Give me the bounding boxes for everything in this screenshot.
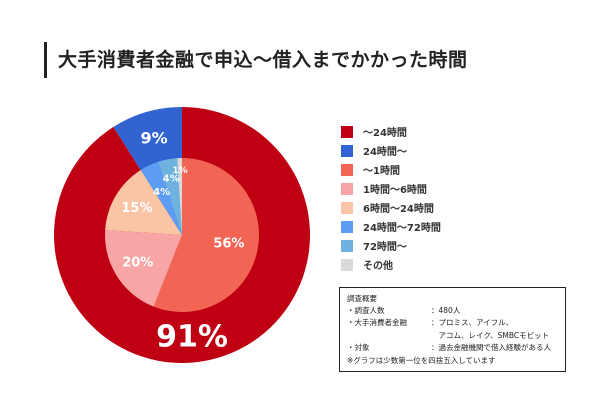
- legend-swatch: [341, 182, 353, 195]
- legend-label: 24時間〜72時間: [363, 223, 441, 234]
- note-value: ：過去金融機関で借入経験がある人: [431, 342, 551, 352]
- note-label: ・対象: [347, 342, 370, 352]
- note-label: ・調査人数: [347, 306, 385, 316]
- note-row: ・大手消費者金融 ：プロミス、アイフル、: [347, 317, 558, 329]
- legend-label: 24時間〜: [363, 147, 407, 158]
- legend-swatch: [341, 220, 353, 233]
- legend-item: 1時間〜6時間: [341, 179, 441, 198]
- outer-minor-label: 9%: [141, 129, 168, 148]
- legend-item: 24時間〜72時間: [341, 217, 441, 236]
- inner-slice-label: 20%: [122, 256, 153, 271]
- note-value: アコム、レイク、SMBCモビット: [431, 330, 550, 340]
- legend-label: 6時間〜24時間: [363, 204, 434, 215]
- note-footer: ※グラフは少数第一位を四捨五入しています: [347, 356, 496, 366]
- legend-item: 72時間〜: [341, 236, 441, 255]
- legend-swatch: [341, 258, 353, 271]
- note-row: アコム、レイク、SMBCモビット: [347, 330, 558, 342]
- inner-slice: [104, 230, 182, 307]
- inner-slice: [177, 158, 182, 235]
- note-row: ・対象 ：過去金融機関で借入経験がある人: [347, 342, 558, 354]
- inner-slice: [158, 158, 182, 235]
- note-heading: 調査概要: [347, 294, 377, 303]
- inner-slice-label: 4%: [163, 173, 180, 184]
- note-label: [347, 330, 431, 342]
- legend-item: 6時間〜24時間: [341, 198, 441, 217]
- legend-item: 〜24時間: [341, 122, 441, 141]
- inner-slice-label: 4%: [153, 187, 170, 198]
- legend-label: 72時間〜: [363, 242, 407, 253]
- legend-label: 〜24時間: [363, 128, 407, 139]
- legend-item: 24時間〜: [341, 141, 441, 160]
- legend-label: その他: [363, 261, 393, 272]
- note-row: ・調査人数 ：480人: [347, 305, 558, 317]
- legend-item: その他: [341, 255, 441, 274]
- legend-swatch: [341, 239, 353, 252]
- legend-label: 〜1時間: [363, 166, 400, 177]
- legend-swatch: [341, 201, 353, 214]
- inner-slice-label: 56%: [213, 236, 244, 251]
- inner-slice-label: 1%: [172, 166, 187, 176]
- inner-slice: [140, 161, 182, 235]
- outer-main-label: 91%: [156, 320, 228, 355]
- legend-label: 1時間〜6時間: [363, 185, 427, 196]
- note-label: ・大手消費者金融: [347, 318, 407, 328]
- note-value: ：480人: [431, 306, 461, 316]
- title-accent-bar: [44, 42, 47, 78]
- chart-title: 大手消費者金融で申込〜借入までかかった時間: [58, 49, 468, 71]
- legend-swatch: [341, 163, 353, 176]
- note-value: ：プロミス、アイフル、: [431, 318, 514, 328]
- inner-slice-label: 15%: [121, 201, 152, 216]
- legend-item: 〜1時間: [341, 160, 441, 179]
- legend: 〜24時間 24時間〜 〜1時間 1時間〜6時間 6時間〜24時間 24時間〜7…: [341, 122, 441, 274]
- inner-slice: [153, 158, 259, 313]
- legend-swatch: [341, 125, 353, 138]
- inner-slice: [105, 169, 182, 235]
- legend-swatch: [341, 144, 353, 157]
- survey-note-box: 調査概要 ・調査人数 ：480人 ・大手消費者金融 ：プロミス、アイフル、 アコ…: [339, 287, 566, 372]
